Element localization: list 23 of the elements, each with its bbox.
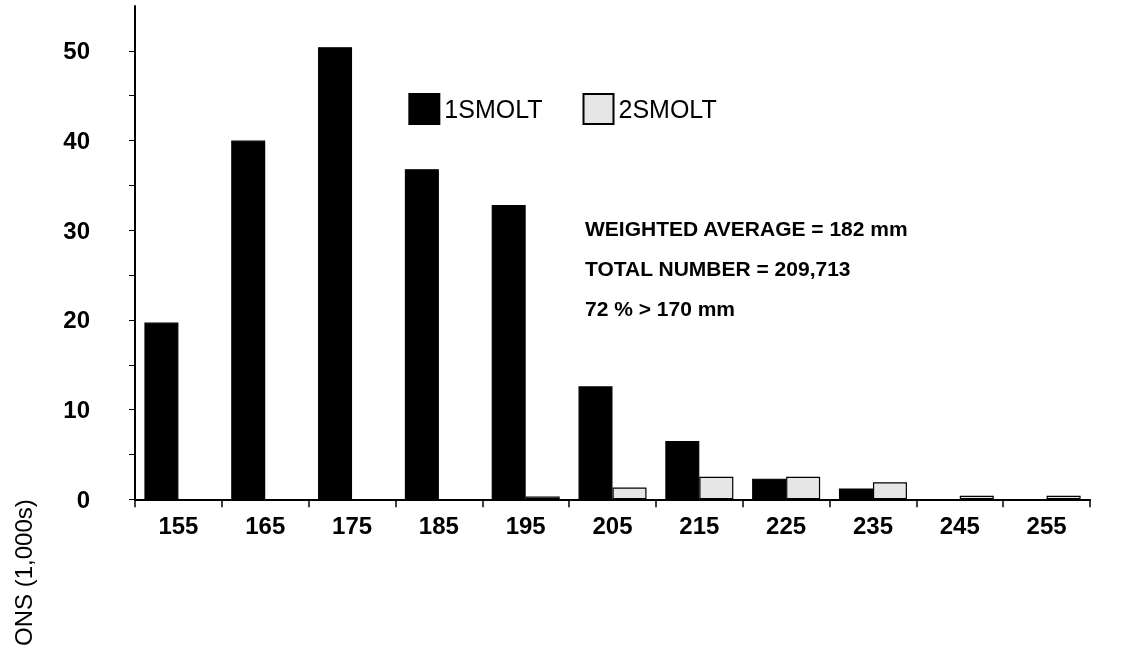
x-tick-label: 185: [418, 511, 459, 539]
x-tick-label: 245: [939, 511, 980, 539]
x-tick-label: 215: [679, 511, 720, 539]
x-tick-label: 175: [332, 511, 373, 539]
y-tick-label: 30: [63, 216, 90, 244]
legend-label: 1SMOLT: [444, 95, 543, 123]
annotation: 72 % > 170 mm: [585, 297, 736, 320]
y-axis-title: ONS (1,000s): [9, 499, 37, 646]
y-tick-label: 50: [63, 37, 90, 65]
y-tick-label: 20: [63, 306, 90, 334]
x-tick-label: 235: [852, 511, 893, 539]
annotation: WEIGHTED AVERAGE = 182 mm: [585, 217, 908, 240]
x-tick-label: 205: [592, 511, 633, 539]
x-tick-label: 195: [505, 511, 546, 539]
x-tick-label: 165: [245, 511, 286, 539]
y-tick-label: 40: [63, 127, 90, 155]
x-tick-label: 225: [766, 511, 807, 539]
annotation: TOTAL NUMBER = 209,713: [585, 257, 851, 280]
y-tick-label: 10: [63, 396, 90, 424]
y-tick-label: 0: [76, 485, 90, 513]
legend-label: 2SMOLT: [618, 95, 717, 123]
x-tick-label: 255: [1026, 511, 1067, 539]
x-tick-label: 155: [158, 511, 199, 539]
